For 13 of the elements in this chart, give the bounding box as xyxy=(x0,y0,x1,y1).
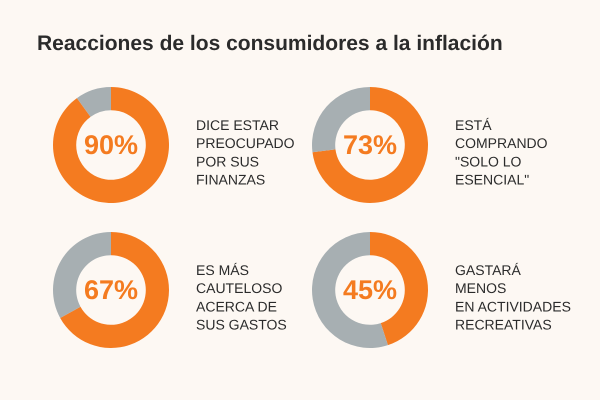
text: Reacciones de los consumidores a la inflación xyxy=(37,32,503,55)
data-label: 67% xyxy=(84,275,138,305)
text: DICE ESTAR PREOCUPADO POR SUS FINANZAS xyxy=(196,117,295,188)
text: ES MÁS CAUTELOSO ACERCA DE SUS GASTOS xyxy=(196,262,287,333)
donut-slice xyxy=(76,87,111,117)
donut-slice xyxy=(312,87,428,203)
data-label: 73% xyxy=(343,130,398,160)
data-label: 90% xyxy=(84,130,138,160)
text: ESTÁ COMPRANDO "SOLO LO ESENCIAL" xyxy=(455,117,548,188)
data-label: 45% xyxy=(343,275,398,305)
text: GASTARÁ MENOS EN ACTIVIDADES RECREATIVAS xyxy=(455,262,571,333)
donut-slice xyxy=(60,232,169,348)
donut-slice xyxy=(53,87,169,203)
